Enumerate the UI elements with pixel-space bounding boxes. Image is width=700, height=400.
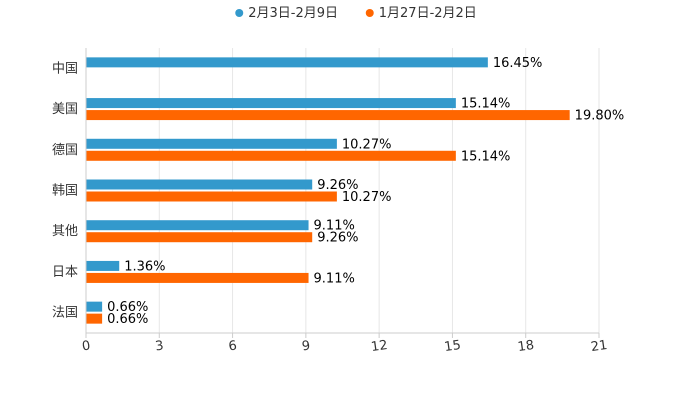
legend: 2月3日-2月9日 1月27日-2月2日 bbox=[235, 6, 477, 21]
bar bbox=[86, 260, 120, 271]
x-tick-label: 3 bbox=[154, 338, 164, 354]
bars bbox=[86, 57, 570, 324]
x-tick-label: 6 bbox=[228, 338, 238, 354]
data-label: 9.26% bbox=[317, 231, 358, 246]
category-label: 其他 bbox=[52, 224, 78, 239]
grid bbox=[158, 48, 600, 333]
x-tick-label: 21 bbox=[590, 338, 608, 355]
labels: 中国 16.45% 美国 15.14% 19.80% 德国 10.27% 15.14% 韩国 9.… bbox=[52, 56, 624, 327]
bar bbox=[86, 150, 456, 161]
bar bbox=[86, 313, 103, 324]
bar bbox=[86, 57, 488, 68]
legend-item[interactable]: 1月27日-2月2日 bbox=[365, 6, 477, 21]
category-label: 韩国 bbox=[52, 184, 78, 199]
bar bbox=[86, 301, 103, 312]
data-label: 1.36% bbox=[124, 259, 165, 274]
data-label: 9.26% bbox=[317, 178, 358, 193]
category-label: 德国 bbox=[52, 143, 78, 158]
category-label: 日本 bbox=[52, 265, 78, 280]
bar bbox=[86, 179, 313, 190]
data-label: 19.80% bbox=[575, 109, 625, 124]
legend-label: 2月3日-2月9日 bbox=[248, 6, 338, 21]
x-tick-label: 12 bbox=[370, 338, 388, 355]
data-label: 9.11% bbox=[314, 219, 355, 234]
category-label: 美国 bbox=[52, 102, 78, 117]
legend-label: 1月27日-2月2日 bbox=[379, 6, 477, 21]
x-tick-label: 0 bbox=[81, 338, 91, 354]
x-tick-label: 18 bbox=[517, 338, 535, 355]
data-label: 9.11% bbox=[314, 271, 355, 286]
x-tick-label: 9 bbox=[301, 338, 311, 354]
bar bbox=[86, 272, 309, 283]
category-label: 中国 bbox=[52, 61, 78, 76]
category-label: 法国 bbox=[52, 306, 78, 321]
data-label: 0.66% bbox=[107, 300, 148, 315]
bar bbox=[86, 110, 570, 121]
bar bbox=[86, 138, 337, 149]
data-label: 10.27% bbox=[342, 190, 392, 205]
x-tick-label: 15 bbox=[443, 338, 461, 355]
data-label: 15.14% bbox=[461, 149, 511, 164]
data-label: 15.14% bbox=[461, 97, 511, 112]
data-label: 0.66% bbox=[107, 312, 148, 327]
bar bbox=[86, 232, 313, 243]
bar bbox=[86, 220, 309, 231]
axes: 0 3 6 9 12 15 18 21 bbox=[81, 48, 608, 355]
bar bbox=[86, 191, 337, 202]
bar bbox=[86, 98, 456, 109]
legend-item[interactable]: 2月3日-2月9日 bbox=[235, 6, 338, 21]
legend-marker-icon bbox=[235, 9, 244, 17]
legend-marker-icon bbox=[365, 9, 374, 17]
data-label: 16.45% bbox=[493, 56, 543, 71]
data-label: 10.27% bbox=[342, 137, 392, 152]
